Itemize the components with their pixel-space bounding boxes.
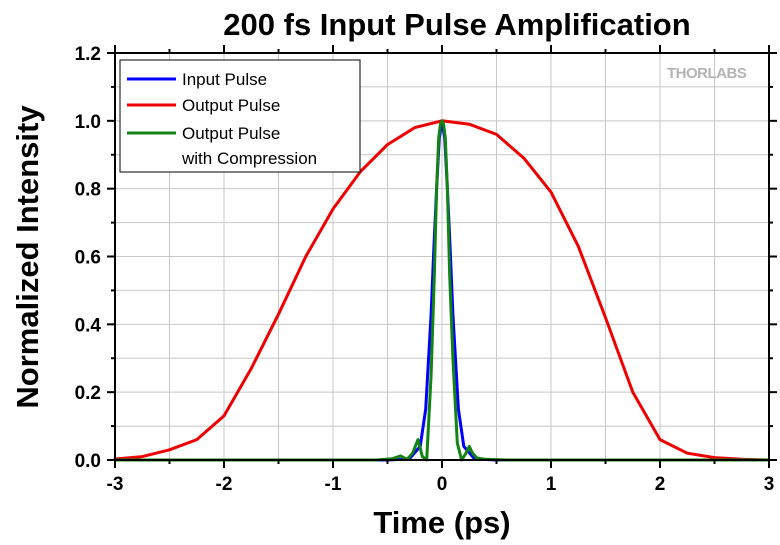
y-tick-label: 1.2 — [75, 44, 101, 65]
y-axis-label: Normalized Intensity — [10, 105, 45, 409]
x-tick-label: 2 — [655, 474, 666, 495]
legend-label-output: Output Pulse — [182, 96, 280, 115]
x-tick-label: -3 — [107, 474, 124, 495]
chart-title: 200 fs Input Pulse Amplification — [223, 7, 690, 42]
ticks — [107, 45, 777, 468]
y-tick-label: 0.4 — [75, 315, 102, 336]
legend: Input Pulse Output Pulse Output Pulse wi… — [119, 59, 361, 173]
legend-label-input: Input Pulse — [182, 70, 267, 89]
y-tick-label: 0.0 — [75, 451, 101, 472]
x-tick-label: -2 — [216, 474, 233, 495]
x-tick-label: 3 — [764, 474, 775, 495]
thorlabs-logo: THORLABS — [667, 65, 747, 82]
y-tick-label: 0.2 — [75, 383, 101, 404]
series-layer — [113, 119, 771, 462]
legend-label-compressed-line2: with Compression — [181, 149, 317, 168]
x-tick-labels: -3 -2 -1 0 1 2 3 — [107, 474, 775, 495]
y-tick-label: 1.0 — [75, 112, 101, 133]
legend-label-compressed-line1: Output Pulse — [182, 124, 280, 143]
y-tick-label: 0.8 — [75, 180, 101, 201]
x-axis-label: Time (ps) — [373, 505, 510, 540]
series-line-output-pulse-compressed — [113, 119, 771, 462]
x-tick-label: -1 — [325, 474, 342, 495]
y-tick-label: 0.6 — [75, 248, 101, 269]
y-tick-labels: 0.0 0.2 0.4 0.6 0.8 1.0 1.2 — [75, 44, 102, 472]
x-tick-label: 1 — [546, 474, 557, 495]
x-tick-label: 0 — [437, 474, 448, 495]
